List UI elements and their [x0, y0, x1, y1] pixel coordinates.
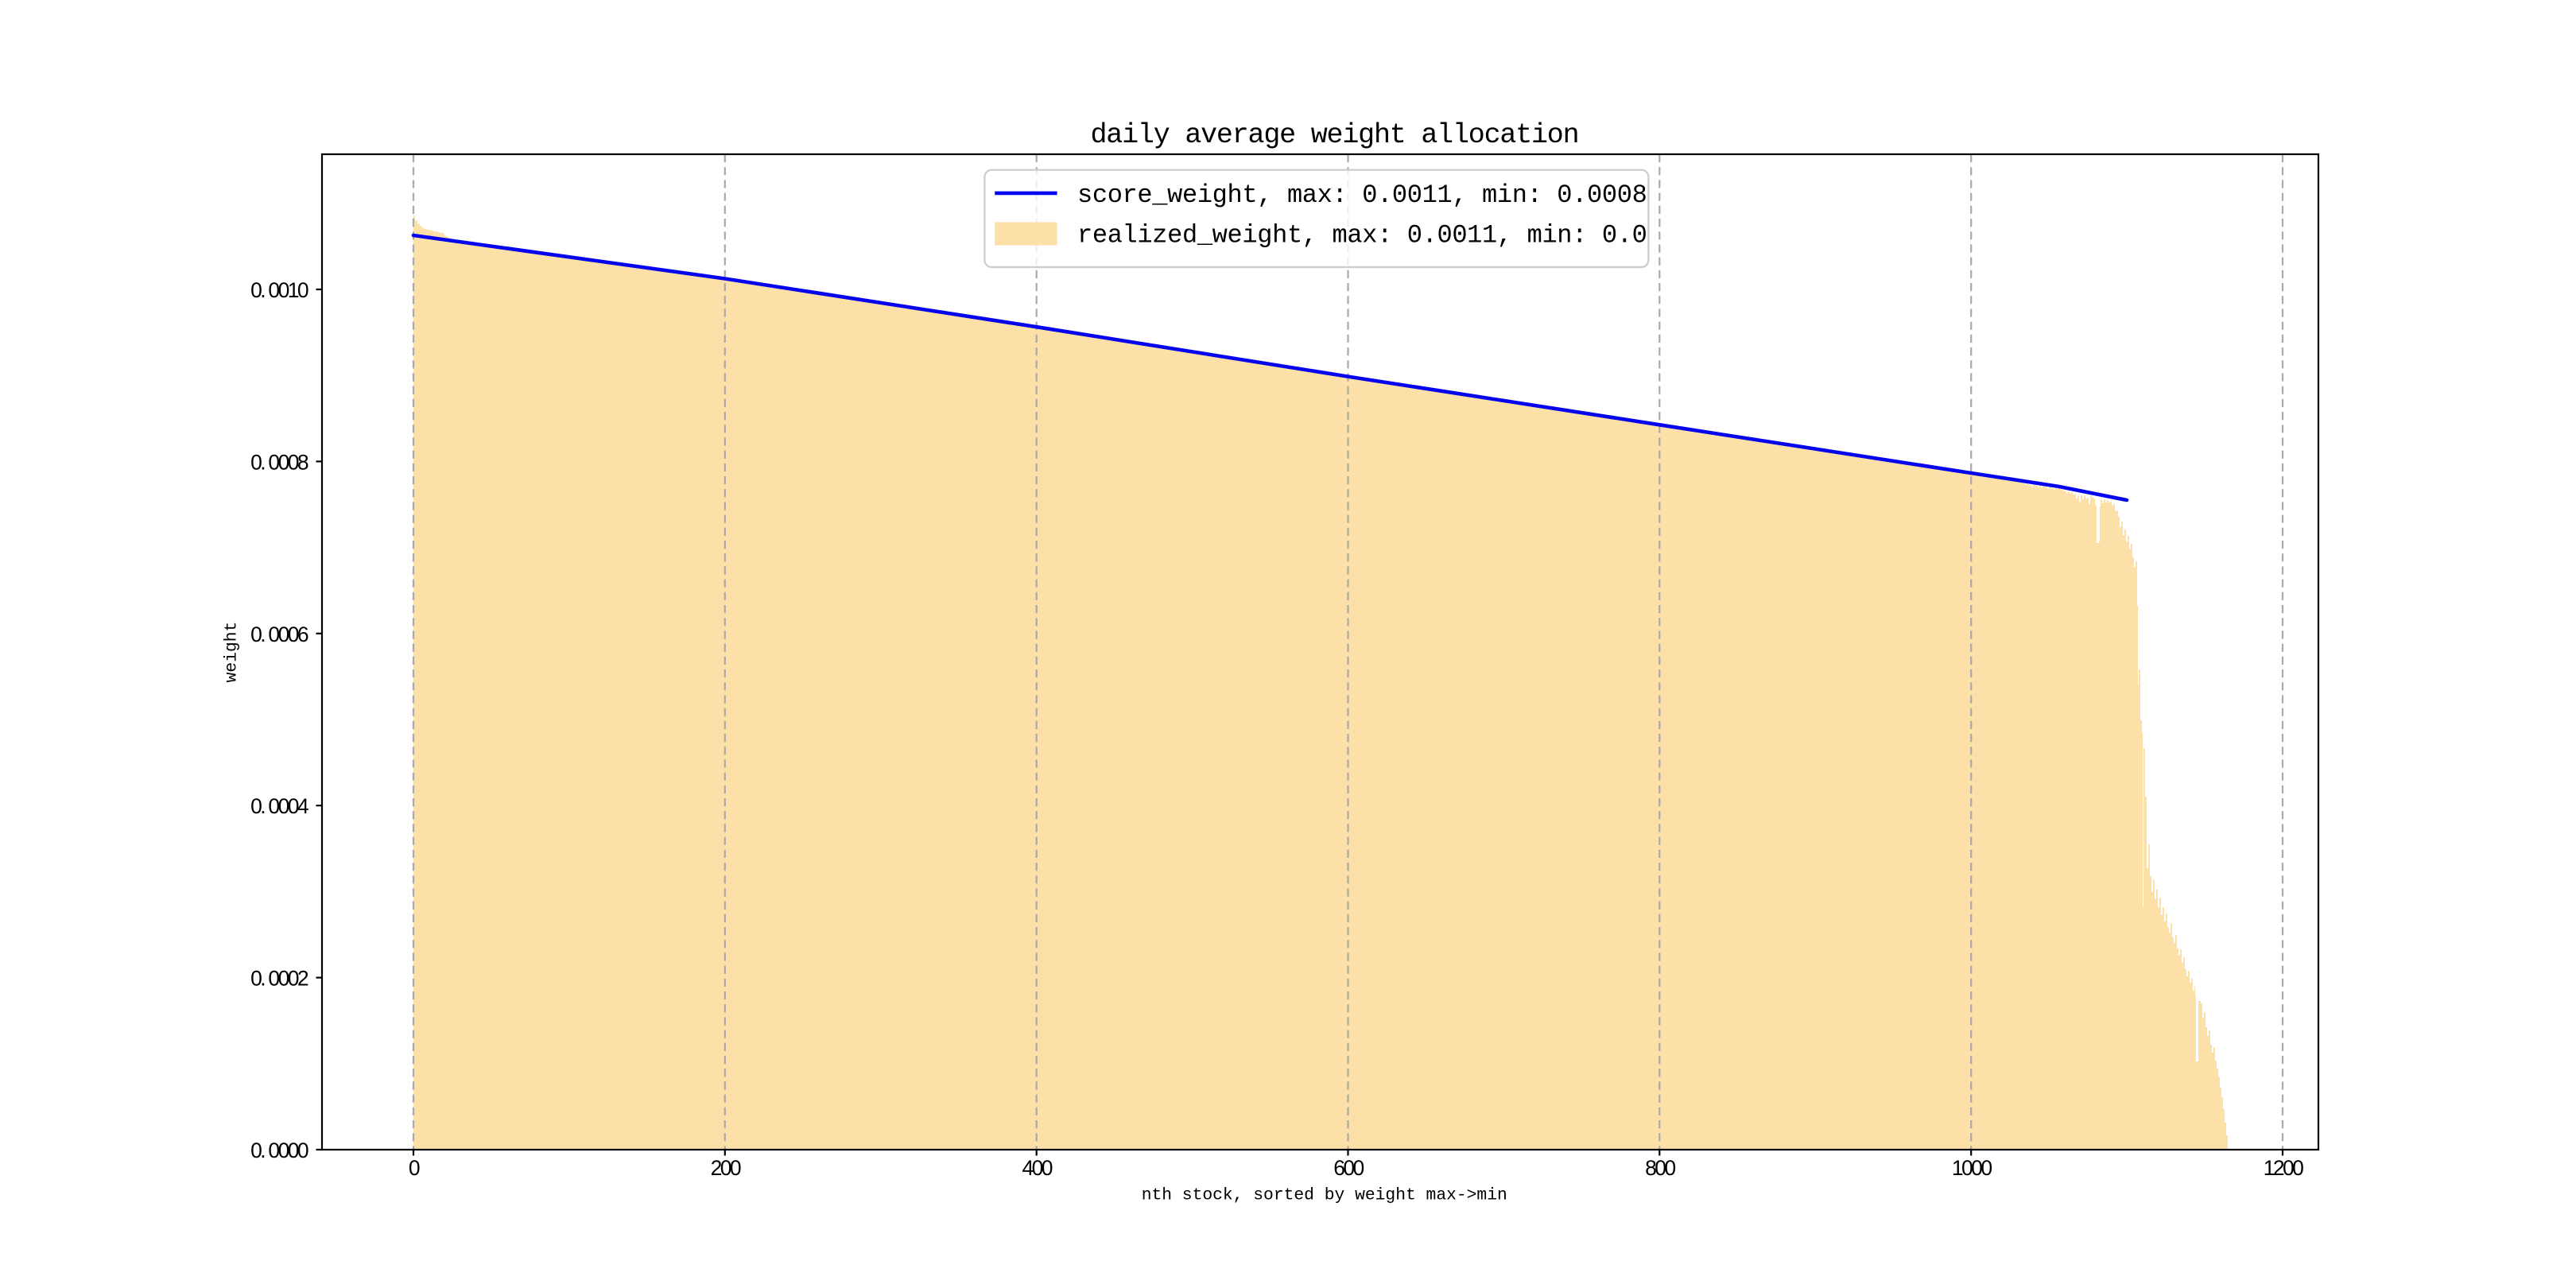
- svg-text:0: 0: [409, 1156, 420, 1180]
- svg-text:0. 0002: 0. 0002: [250, 967, 308, 991]
- svg-text:600: 600: [1333, 1156, 1364, 1180]
- svg-text:0. 0004: 0. 0004: [250, 794, 308, 818]
- svg-text:0. 0010: 0. 0010: [250, 278, 308, 302]
- svg-text:400: 400: [1022, 1156, 1052, 1180]
- svg-text:0. 0008: 0. 0008: [250, 450, 308, 474]
- svg-text:200: 200: [711, 1156, 741, 1180]
- svg-text:800: 800: [1645, 1156, 1675, 1180]
- svg-text:0. 0000: 0. 0000: [250, 1139, 308, 1162]
- svg-text:1000: 1000: [1952, 1156, 1992, 1180]
- svg-text:daily average weight allocatio: daily average weight allocation: [1091, 119, 1579, 151]
- svg-text:0. 0006: 0. 0006: [250, 623, 308, 646]
- svg-text:weight: weight: [223, 622, 242, 683]
- svg-text:nth stock, sorted by weight ma: nth stock, sorted by weight max->min: [1142, 1186, 1507, 1205]
- svg-text:score_weight, max: 0.0011, min: score_weight, max: 0.0011, min: 0.0008: [1077, 180, 1647, 210]
- svg-text:realized_weight, max: 0.0011,: realized_weight, max: 0.0011, min: 0.0: [1077, 221, 1647, 250]
- svg-text:1200: 1200: [2264, 1156, 2303, 1180]
